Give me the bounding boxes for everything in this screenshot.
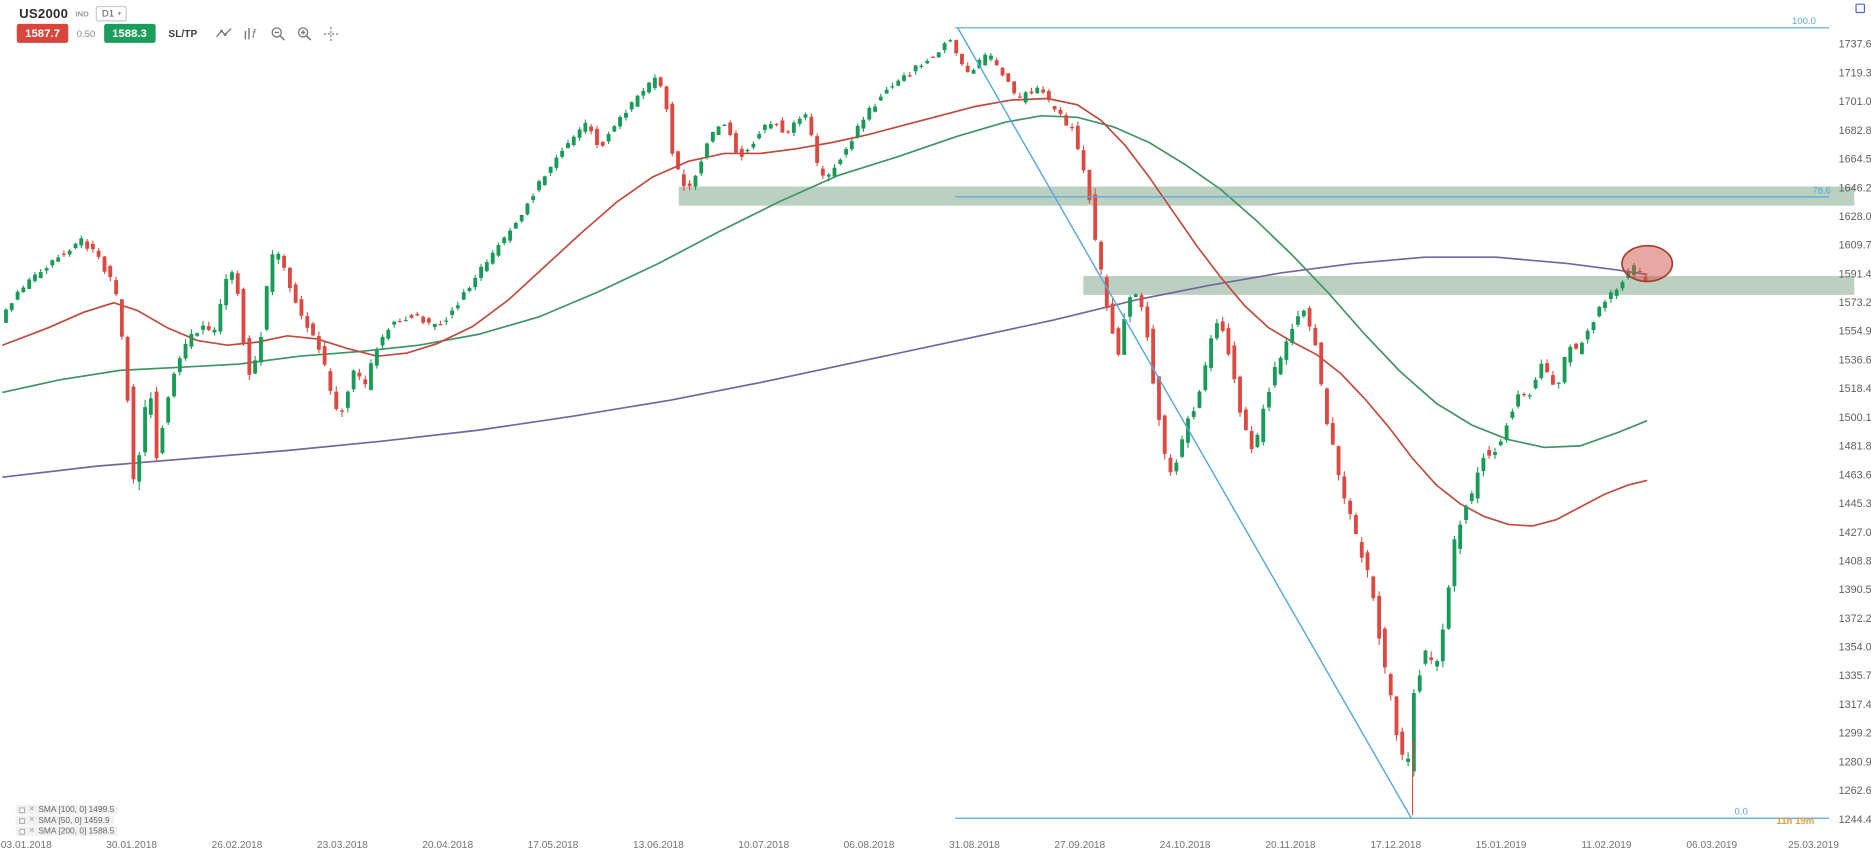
- order-toolbar: 1587.7 0.50 1588.3 SL/TP f: [16, 23, 339, 43]
- annotation-ellipse[interactable]: [1621, 244, 1674, 283]
- price-axis[interactable]: 1737.6 1719.3 1701.0 1682.8 1664.5 1646.2 1628…: [1839, 39, 1871, 826]
- price-label: 1609.7: [1839, 240, 1871, 252]
- indicator-legend: ✕ SMA [100, 0] 1499.5 ✕ SMA [50, 0] 1459…: [15, 804, 118, 836]
- indicator-settings-icon[interactable]: [19, 828, 26, 835]
- svg-text:f: f: [252, 27, 257, 40]
- price-label: 1646.2: [1839, 182, 1871, 194]
- time-label: 06.08.2018: [844, 840, 895, 851]
- time-axis[interactable]: 03.01.2018 30.01.2018 26.02.2018 23.03.2018…: [1, 840, 1839, 851]
- remove-indicator-icon[interactable]: ✕: [28, 816, 35, 824]
- time-label: 25.03.2019: [1788, 840, 1839, 851]
- price-label: 1719.3: [1839, 67, 1871, 79]
- time-label: 23.03.2018: [317, 840, 368, 851]
- instrument-header: US2000 IND D1 ▾: [19, 5, 128, 22]
- price-label: 1701.0: [1839, 96, 1871, 108]
- sma50-line[interactable]: [2, 97, 1648, 527]
- time-label: 03.01.2018: [1, 840, 52, 851]
- price-label: 1354.0: [1839, 642, 1871, 654]
- price-label: 1682.8: [1839, 125, 1871, 137]
- price-label: 1628.0: [1839, 211, 1871, 223]
- instrument-type-label: IND: [75, 10, 89, 20]
- buy-button[interactable]: 1588.3: [103, 23, 156, 43]
- price-label: 1427.0: [1839, 527, 1871, 539]
- time-label: 15.01.2019: [1476, 840, 1527, 851]
- price-label: 1262.6: [1839, 785, 1871, 797]
- fib-trendline[interactable]: [957, 27, 1412, 819]
- time-label: 11.02.2019: [1581, 840, 1631, 851]
- price-label: 1664.5: [1839, 154, 1871, 166]
- time-label: 20.04.2018: [422, 840, 473, 851]
- sell-button[interactable]: 1587.7: [16, 23, 69, 43]
- supply-zone[interactable]: [1083, 276, 1855, 295]
- price-label: 1554.9: [1839, 326, 1871, 338]
- spread-value: 0.50: [76, 28, 96, 39]
- price-label: 1335.7: [1839, 670, 1871, 682]
- price-label: 1317.4: [1839, 699, 1871, 711]
- time-label: 30.01.2018: [106, 840, 157, 851]
- chart-toolbar: f: [215, 26, 338, 42]
- supply-zone[interactable]: [678, 186, 1855, 206]
- price-label: 1591.4: [1839, 268, 1871, 280]
- indicator-settings-icon[interactable]: [19, 806, 26, 813]
- price-label: 1481.8: [1839, 441, 1871, 453]
- price-label: 1536.6: [1839, 354, 1871, 366]
- zoom-out-icon[interactable]: [270, 26, 286, 42]
- timeframe-selector[interactable]: D1 ▾: [95, 5, 128, 22]
- indicator-label: SMA [50, 0] 1459.9: [38, 816, 110, 825]
- price-label: 1244.4: [1839, 814, 1871, 826]
- window-icon[interactable]: [1855, 3, 1866, 14]
- time-label: 24.10.2018: [1160, 840, 1211, 851]
- price-label: 1463.6: [1839, 469, 1871, 481]
- time-label: 13.06.2018: [633, 840, 684, 851]
- time-label: 17.05.2018: [528, 840, 579, 851]
- fib-level-label: 78.6: [1812, 185, 1831, 196]
- fib-level-label: 0.0: [1735, 807, 1748, 818]
- price-label: 1390.5: [1839, 584, 1871, 596]
- time-label: 26.02.2018: [212, 840, 263, 851]
- sma100-line[interactable]: [2, 114, 1648, 449]
- sma200-line[interactable]: [2, 256, 1648, 479]
- trendline-tool-icon[interactable]: [215, 26, 232, 40]
- remove-indicator-icon[interactable]: ✕: [28, 827, 35, 835]
- zoom-in-icon[interactable]: [297, 26, 313, 42]
- time-label: 06.03.2019: [1686, 840, 1737, 851]
- remove-indicator-icon[interactable]: ✕: [28, 806, 35, 814]
- time-label: 31.08.2018: [949, 840, 1000, 851]
- indicator-settings-icon[interactable]: [19, 817, 26, 824]
- price-label: 1737.6: [1839, 39, 1871, 51]
- timeframe-value: D1: [101, 8, 115, 20]
- candles-layer[interactable]: [4, 38, 1648, 816]
- time-label: 17.12.2018: [1370, 840, 1421, 851]
- sltp-button[interactable]: SL/TP: [168, 27, 198, 40]
- legend-item-sma50[interactable]: ✕ SMA [50, 0] 1459.9: [15, 815, 114, 826]
- crosshair-icon[interactable]: [323, 26, 339, 42]
- time-label: 10.07.2018: [738, 840, 789, 851]
- time-label: 20.11.2018: [1265, 840, 1315, 851]
- price-label: 1573.2: [1839, 297, 1871, 309]
- legend-item-sma100[interactable]: ✕ SMA [100, 0] 1499.5: [15, 804, 118, 815]
- price-label: 1280.9: [1839, 756, 1871, 768]
- fib-level-label: 100.0: [1792, 16, 1816, 27]
- symbol-name: US2000: [19, 6, 69, 21]
- legend-item-sma200[interactable]: ✕ SMA [200, 0] 1588.5: [15, 826, 118, 836]
- indicator-label: SMA [100, 0] 1499.5: [38, 805, 115, 814]
- indicator-label: SMA [200, 0] 1588.5: [38, 826, 115, 836]
- time-label: 27.09.2018: [1054, 840, 1105, 851]
- chevron-down-icon: ▾: [117, 10, 122, 18]
- candle-countdown: 11h 19m: [1776, 815, 1815, 827]
- indicators-icon[interactable]: f: [243, 26, 260, 41]
- price-label: 1518.4: [1839, 383, 1871, 395]
- price-label: 1500.1: [1839, 412, 1871, 424]
- price-label: 1372.2: [1839, 613, 1871, 625]
- price-label: 1408.8: [1839, 555, 1871, 567]
- price-label: 1299.2: [1839, 728, 1871, 740]
- price-label: 1445.3: [1839, 498, 1871, 510]
